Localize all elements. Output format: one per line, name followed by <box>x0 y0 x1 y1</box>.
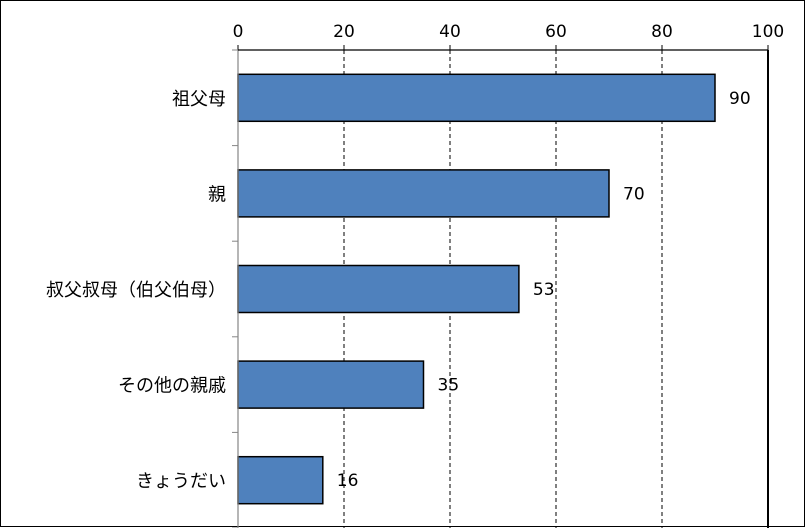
bars: 90 70 53 35 16 <box>237 73 751 505</box>
x-tick-label-0: 0 <box>233 22 244 42</box>
category-label-4: きょうだい <box>136 471 226 492</box>
x-tick-label-100: 100 <box>752 22 784 42</box>
data-label-4: 16 <box>337 471 359 491</box>
data-label-1: 70 <box>623 184 645 204</box>
x-tick-label-80: 80 <box>651 22 673 42</box>
category-label-3: その他の親戚 <box>118 376 226 397</box>
bar-3 <box>237 360 425 409</box>
bar-2 <box>237 264 520 314</box>
x-axis-ticks: 0 20 40 60 80 100 <box>233 22 784 50</box>
category-label-0: 祖父母 <box>172 89 226 110</box>
bar-4 <box>237 455 324 505</box>
data-label-3: 35 <box>438 376 460 396</box>
x-tick-label-60: 60 <box>545 22 567 42</box>
x-tick-label-20: 20 <box>333 22 355 42</box>
data-label-0: 90 <box>729 89 751 109</box>
category-label-2: 叔父叔母（伯父伯母） <box>46 280 226 301</box>
category-label-1: 親 <box>208 184 226 205</box>
x-tick-label-40: 40 <box>439 22 461 42</box>
data-label-2: 53 <box>533 280 555 300</box>
bar-0 <box>237 73 716 123</box>
bar-1 <box>237 169 610 218</box>
axes <box>232 49 769 528</box>
